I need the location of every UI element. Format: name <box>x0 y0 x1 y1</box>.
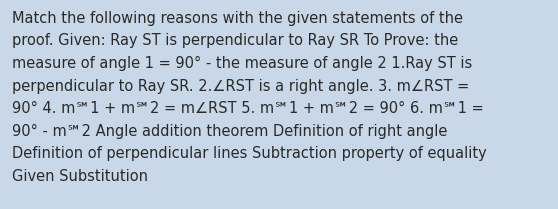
Text: perpendicular to Ray SR. 2.∠RST is a right angle. 3. m∠RST =: perpendicular to Ray SR. 2.∠RST is a rig… <box>12 79 469 93</box>
Text: measure of angle 1 = 90° - the measure of angle 2 1.Ray ST is: measure of angle 1 = 90° - the measure o… <box>12 56 472 71</box>
Text: 90° 4. m℠1 + m℠2 = m∠RST 5. m℠1 + m℠2 = 90° 6. m℠1 =: 90° 4. m℠1 + m℠2 = m∠RST 5. m℠1 + m℠2 = … <box>12 101 484 116</box>
Text: 90° - m℠2 Angle addition theorem Definition of right angle: 90° - m℠2 Angle addition theorem Definit… <box>12 124 448 139</box>
Text: proof. Given: Ray ST is perpendicular to Ray SR To Prove: the: proof. Given: Ray ST is perpendicular to… <box>12 33 458 48</box>
Text: Match the following reasons with the given statements of the: Match the following reasons with the giv… <box>12 11 463 26</box>
Text: Given Substitution: Given Substitution <box>12 168 148 184</box>
Text: Definition of perpendicular lines Subtraction property of equality: Definition of perpendicular lines Subtra… <box>12 146 487 161</box>
